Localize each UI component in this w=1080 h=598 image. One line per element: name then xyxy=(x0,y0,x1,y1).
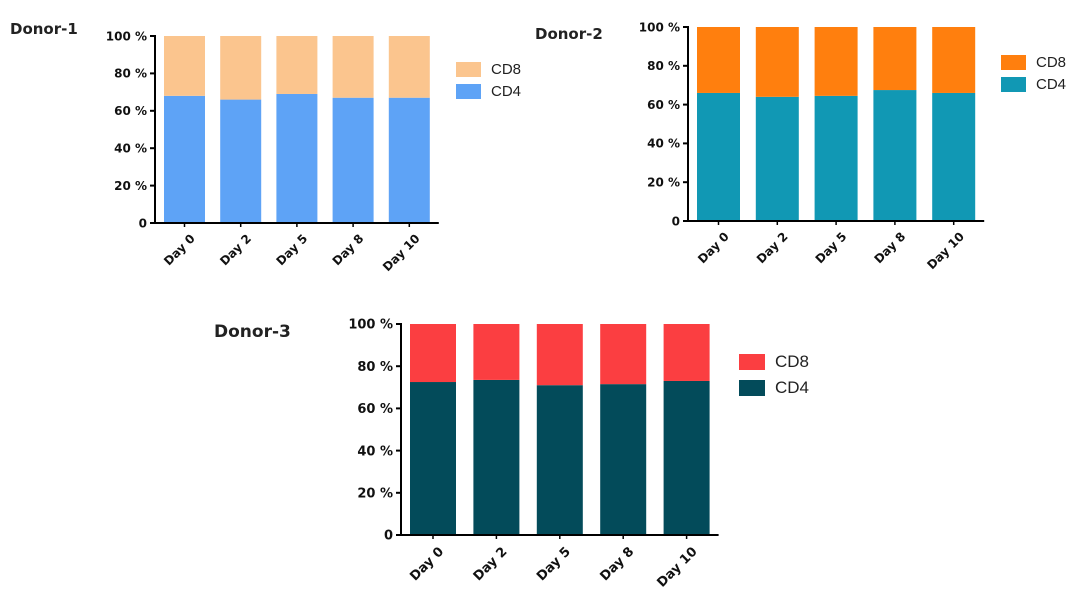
y-tick-label: 40 % xyxy=(114,142,147,156)
chart-title-donor-1: Donor-1 xyxy=(10,20,78,38)
y-tick-label: 0 xyxy=(384,529,393,544)
legend-item-cd8: CD8 xyxy=(456,61,521,78)
bar-cd8-day-2 xyxy=(755,27,799,97)
y-tick-label: 80 % xyxy=(647,59,680,73)
legend-donor-1: CD8 CD4 xyxy=(456,61,521,105)
x-tick-label-day-2: Day 2 xyxy=(471,544,511,584)
bar-cd8-day-2 xyxy=(220,36,262,100)
bar-cd4-day-2 xyxy=(220,99,262,223)
y-tick-label: 20 % xyxy=(114,179,147,193)
bar-cd8-day-2 xyxy=(473,324,520,380)
legend-donor-2: CD8 CD4 xyxy=(1001,54,1066,98)
legend-label-cd8: CD8 xyxy=(775,352,810,371)
legend-item-cd8: CD8 xyxy=(739,352,809,372)
chart-title-donor-3: Donor-3 xyxy=(214,322,291,342)
bar-cd4-day-8 xyxy=(873,90,917,221)
legend-label-cd8: CD8 xyxy=(1036,54,1067,71)
y-tick-label: 100 % xyxy=(106,29,147,43)
bar-cd4-day-10 xyxy=(932,92,976,222)
bar-cd8-day-0 xyxy=(164,36,205,96)
bar-cd4-day-5 xyxy=(276,93,318,223)
y-tick-label: 100 % xyxy=(639,20,680,34)
x-tick-label-day-10: Day 10 xyxy=(654,544,700,590)
y-tick-label: 60 % xyxy=(357,402,393,417)
bar-cd4-day-5 xyxy=(536,385,583,535)
y-tick-label: 20 % xyxy=(357,486,393,501)
legend-item-cd4: CD4 xyxy=(739,378,809,398)
y-tick-label: 40 % xyxy=(357,444,393,459)
legend-label-cd8: CD8 xyxy=(491,61,522,78)
legend-label-cd4: CD4 xyxy=(491,83,522,100)
legend-swatch-cd8 xyxy=(1001,55,1026,70)
legend-swatch-cd4 xyxy=(1001,77,1026,92)
bar-cd8-day-0 xyxy=(410,324,456,383)
chart-title-donor-2: Donor-2 xyxy=(535,25,603,43)
legend-item-cd8: CD8 xyxy=(1001,54,1066,71)
bar-cd4-day-2 xyxy=(473,379,520,535)
legend-item-cd4: CD4 xyxy=(456,83,521,100)
legend-swatch-cd4 xyxy=(739,380,765,396)
bar-cd4-day-0 xyxy=(697,92,740,222)
bar-cd4-day-2 xyxy=(755,96,799,221)
y-tick-label: 80 % xyxy=(357,360,393,375)
y-tick-label: 60 % xyxy=(647,98,680,112)
legend-donor-3: CD8 CD4 xyxy=(739,352,809,403)
y-tick-label: 100 % xyxy=(348,318,393,333)
bar-cd4-day-0 xyxy=(164,95,205,223)
y-tick-label: 80 % xyxy=(114,67,147,81)
legend-swatch-cd4 xyxy=(456,84,481,99)
legend-label-cd4: CD4 xyxy=(775,378,810,397)
y-tick-label: 0 xyxy=(672,214,680,228)
x-tick-label-day-0: Day 0 xyxy=(407,544,447,584)
bar-cd8-day-8 xyxy=(873,27,917,91)
legend-swatch-cd8 xyxy=(739,354,765,370)
bar-cd4-day-10 xyxy=(663,380,710,535)
y-tick-label: 40 % xyxy=(647,137,680,151)
bar-cd8-day-5 xyxy=(814,27,858,96)
legend-swatch-cd8 xyxy=(456,62,481,77)
bar-cd4-day-0 xyxy=(410,382,456,535)
bar-cd4-day-8 xyxy=(600,384,647,535)
x-tick-label-day-8: Day 8 xyxy=(597,544,637,584)
bar-cd4-day-8 xyxy=(332,97,374,223)
legend-label-cd4: CD4 xyxy=(1036,76,1067,93)
bar-cd8-day-10 xyxy=(663,324,710,381)
x-tick-label-day-5: Day 5 xyxy=(534,544,574,584)
legend-item-cd4: CD4 xyxy=(1001,76,1066,93)
bar-cd8-day-8 xyxy=(332,36,374,98)
bar-cd8-day-8 xyxy=(600,324,647,385)
y-tick-label: 60 % xyxy=(114,104,147,118)
bar-cd8-day-0 xyxy=(697,27,740,93)
bar-cd8-day-10 xyxy=(932,27,976,93)
bar-cd4-day-5 xyxy=(814,95,858,221)
y-tick-label: 0 xyxy=(139,216,147,230)
y-tick-label: 20 % xyxy=(647,176,680,190)
bar-cd8-day-10 xyxy=(388,36,430,98)
bar-cd8-day-5 xyxy=(276,36,318,94)
bar-cd4-day-10 xyxy=(388,97,430,223)
bar-cd8-day-5 xyxy=(536,324,583,386)
